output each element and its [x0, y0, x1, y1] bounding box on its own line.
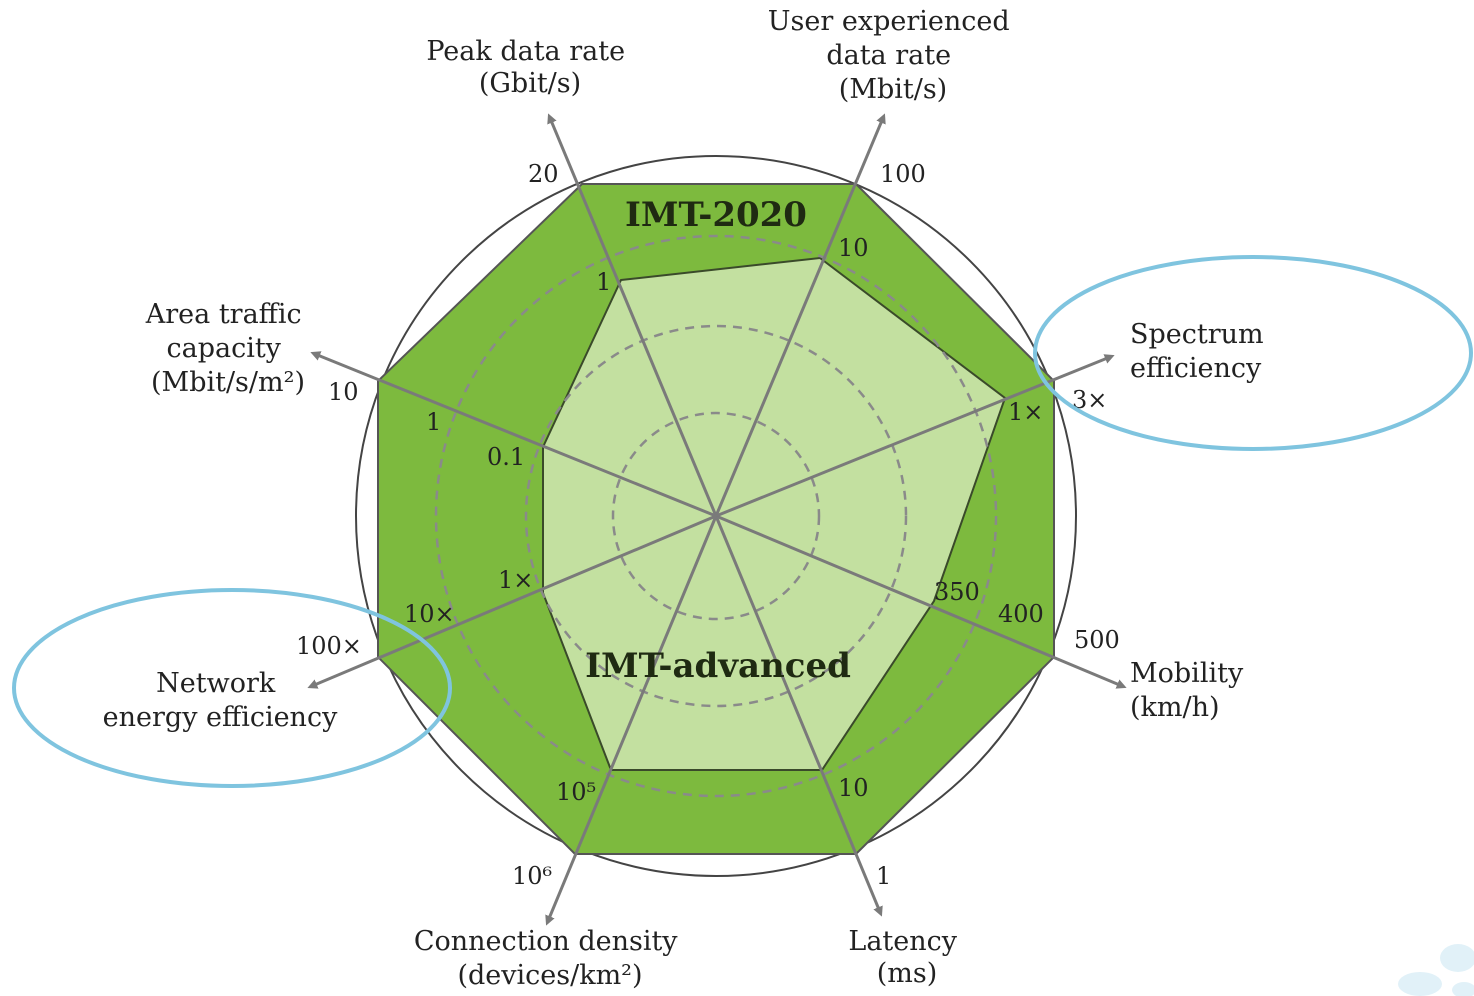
- axis-title-energy-line-1: Network: [156, 668, 276, 699]
- axis-line-area: [310, 351, 717, 518]
- axis-title-density-line-2: (devices/km²): [457, 960, 642, 991]
- outer-circle: [355, 155, 1077, 877]
- axis-title-latency-line-2: (ms): [877, 958, 938, 989]
- axis-line-density: [545, 515, 718, 926]
- tick-user-imt2020: 100: [880, 160, 926, 188]
- highlight-ellipse-energy: [12, 588, 452, 788]
- tick-latency-imt-advanced: 10: [838, 774, 869, 802]
- tick-spectrum-imt-advanced: 1×: [1008, 398, 1043, 426]
- axis-line-energy: [307, 514, 717, 689]
- axis-line-latency: [714, 515, 883, 917]
- axis-title-user-line-2: data rate: [826, 40, 951, 71]
- axis-title-peak-line-2: (Gbit/s): [479, 68, 581, 99]
- axis-line-user: [714, 113, 886, 517]
- axis-title-area-line-2: capacity: [166, 333, 281, 364]
- tick-latency-imt2020: 1: [876, 862, 891, 890]
- tick-mobility-imt2020: 500: [1074, 626, 1120, 654]
- axis-title-spectrum: Spectrum efficiency: [1130, 319, 1272, 384]
- axis-title-energy: Network energy efficiency: [103, 668, 338, 733]
- tick-area-imt-advanced: 0.1: [487, 443, 525, 471]
- axis-title-user-line-3: (Mbit/s): [839, 74, 947, 105]
- axis-title-spectrum-line-1: Spectrum: [1130, 319, 1264, 350]
- ring-middle: [524, 324, 908, 708]
- axis-title-mobility: Mobility (km/h): [1130, 658, 1252, 723]
- axis-line-mobility: [715, 514, 1127, 689]
- axis-title-latency: Latency (ms): [848, 926, 965, 989]
- tick-peak-imt-advanced: 1: [596, 268, 611, 296]
- axis-title-density-line-1: Connection density: [414, 926, 678, 957]
- tick-density-imt-advanced: 10⁵: [556, 778, 596, 806]
- decorative-blob-1: [1440, 944, 1474, 972]
- tick-energy-extra: 10×: [404, 600, 455, 628]
- axis-title-peak-line-1: Peak data rate: [426, 36, 625, 67]
- axis-title-area-line-1: Area traffic: [145, 299, 302, 330]
- axis-title-area-line-3: (Mbit/s/m²): [151, 367, 305, 398]
- decorative-blob-3: [1452, 982, 1474, 996]
- highlight-ellipse-spectrum: [1033, 255, 1473, 451]
- tick-area-imt2020: 10: [328, 378, 359, 406]
- axis-title-peak: Peak data rate (Gbit/s): [426, 36, 633, 99]
- ring-inner: [611, 411, 821, 621]
- tick-density-imt2020: 10⁶: [512, 862, 552, 890]
- tick-energy-imt2020: 100×: [296, 632, 362, 660]
- axis-title-user: User experienced data rate (Mbit/s): [768, 6, 1018, 105]
- axis-line-peak: [547, 113, 718, 517]
- tick-mobility-extra: 400: [998, 600, 1044, 628]
- axis-title-mobility-line-2: (km/h): [1130, 692, 1220, 723]
- axis-title-density: Connection density (devices/km²): [414, 926, 686, 991]
- tick-user-imt-advanced: 10: [838, 234, 869, 262]
- axis-title-mobility-line-1: Mobility: [1130, 658, 1244, 689]
- tick-peak-imt2020: 20: [528, 160, 559, 188]
- axis-title-spectrum-line-2: efficiency: [1130, 353, 1262, 384]
- tick-mobility-imt-advanced: 350: [934, 578, 980, 606]
- axis-title-area: Area traffic capacity (Mbit/s/m²): [145, 299, 310, 398]
- decorative-blob-2: [1398, 972, 1442, 996]
- series-label-imt-advanced: IMT-advanced: [585, 646, 851, 686]
- axis-title-energy-line-2: energy efficiency: [103, 702, 338, 733]
- axis-title-user-line-1: User experienced: [768, 6, 1010, 37]
- series-label-imt2020: IMT-2020: [625, 195, 807, 235]
- decorative-blobs: [1398, 944, 1474, 996]
- tick-area-extra: 1: [426, 408, 441, 436]
- tick-energy-imt-advanced: 1×: [498, 566, 533, 594]
- axis-title-latency-line-1: Latency: [848, 926, 957, 957]
- ring-outer: [434, 234, 998, 798]
